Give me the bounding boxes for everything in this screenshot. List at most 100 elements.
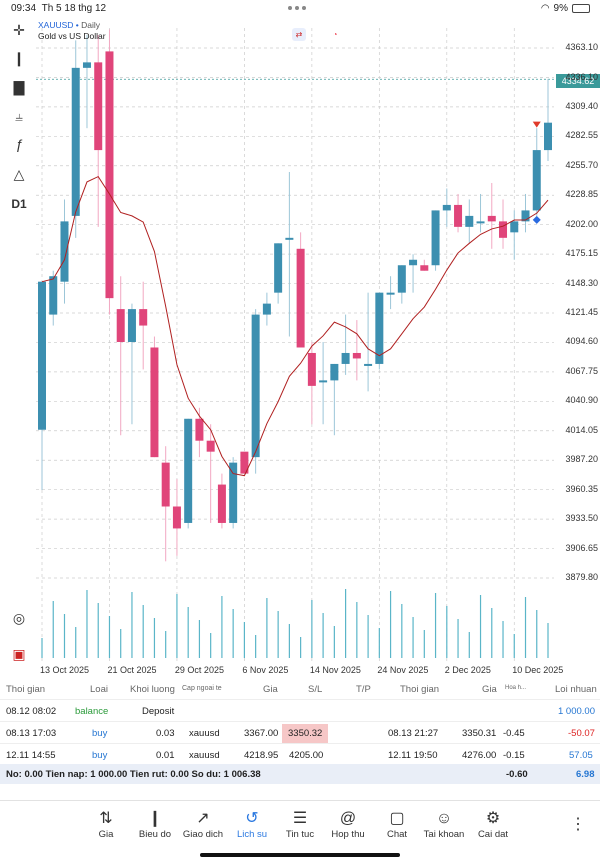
bars-settings-icon[interactable]: ⫨ — [15, 108, 23, 124]
news-icon: ☰ — [292, 810, 308, 827]
candle-body — [82, 62, 91, 68]
history-table: Thoi gian Loai Khoi luong Cap ngoai te G… — [0, 678, 600, 766]
candle-body — [251, 314, 260, 458]
timeframe-label[interactable]: D1 — [11, 197, 27, 211]
candle-body — [544, 122, 552, 151]
table-row[interactable]: 12.11 14:55 buy 0.01 xauusd 4218.95 4205… — [0, 744, 600, 766]
price-tick: 3933.50 — [565, 513, 598, 524]
candle-body — [172, 506, 181, 529]
tab-settings[interactable]: ⚙ Cai dat — [463, 809, 523, 840]
one-click-trading-icon[interactable]: ◔ — [332, 30, 338, 39]
candle-body — [397, 265, 406, 293]
status-time: 09:34 Th 5 18 thg 12 — [11, 3, 107, 14]
col-price: Gia — [263, 684, 278, 695]
candle-body — [409, 259, 418, 266]
chat-icon: ▢ — [389, 810, 405, 827]
date-tick: 24 Nov 2025 — [377, 665, 429, 675]
candle-body — [262, 303, 271, 315]
candle-body — [195, 418, 204, 441]
objects-icon[interactable]: △ — [13, 166, 25, 182]
tab-chart[interactable]: ❙ Bieu do — [125, 809, 185, 840]
candle-body — [150, 347, 159, 458]
candle-body — [296, 248, 305, 348]
current-price-label: 4334.62 — [556, 74, 600, 88]
sl-highlight: 3350.32 — [282, 724, 329, 743]
crosshair-icon[interactable]: ✛ — [13, 22, 25, 38]
trade-buy-icon[interactable]: ⇄ — [292, 28, 306, 41]
candle-body — [307, 352, 316, 386]
symbol-name: XAUUSD — [38, 20, 74, 30]
candle-body — [319, 380, 328, 383]
price-tick: 4228.85 — [565, 189, 598, 200]
status-right: ◠ 9% — [541, 3, 590, 14]
date-tick: 6 Nov 2025 — [242, 665, 289, 675]
col-sl: S/L — [308, 684, 323, 695]
candle-body — [206, 440, 215, 452]
indicators-icon[interactable]: ▇ — [13, 79, 25, 95]
price-tick: 4014.05 — [565, 424, 598, 435]
tab-account[interactable]: ☺ Tai khoan — [414, 809, 474, 840]
date-tick: 2 Dec 2025 — [444, 665, 491, 675]
candle-body — [116, 309, 125, 343]
price-tick: 3879.80 — [565, 572, 598, 582]
candle-body — [442, 204, 451, 211]
date-tick: 10 Dec 2025 — [512, 665, 564, 675]
tab-mail[interactable]: @ Hop thu — [318, 809, 378, 840]
price-tick: 4309.40 — [565, 100, 598, 111]
col-profit: Loi nhuan — [555, 684, 597, 695]
symbol-timeframe: Daily — [81, 20, 101, 30]
candle-body — [217, 484, 226, 523]
price-tick: 4067.75 — [565, 365, 598, 376]
candles-icon[interactable]: ❙ — [13, 50, 25, 66]
table-row[interactable]: 08.13 17:03 buy 0.03 xauusd 3367.00 3350… — [0, 722, 600, 744]
tab-trade[interactable]: ↗ Giao dich — [173, 809, 233, 840]
symbol-info: XAUUSD • Daily Gold vs US Dollar — [38, 20, 106, 41]
price-tick: 4175.15 — [565, 248, 598, 259]
candle-body — [60, 221, 69, 282]
col-price-close: Gia — [482, 684, 497, 695]
trade-panel-icon[interactable]: ▣ — [12, 646, 26, 662]
history-icon: ↺ — [245, 810, 259, 827]
col-time-close: Thoi gian — [400, 684, 440, 695]
candle-body — [476, 221, 485, 224]
bottom-tab-bar: ⇅ Gia ❙ Bieu do ↗ Giao dich ↺ Lich su ☰ Tin t… — [0, 800, 600, 850]
col-tp: T/P — [356, 684, 371, 695]
candle-body — [38, 281, 46, 430]
candle-body — [127, 309, 136, 343]
symbol-description: Gold vs US Dollar — [38, 31, 106, 41]
date-tick: 13 Oct 2025 — [40, 665, 90, 675]
candle-body — [161, 462, 170, 507]
battery-percent: 9% — [553, 3, 568, 14]
chart-canvas[interactable] — [0, 18, 600, 680]
candle-body — [521, 210, 530, 222]
candle-body — [375, 292, 384, 364]
function-icon[interactable]: ƒ — [15, 136, 23, 152]
tab-news[interactable]: ☰ Tin tuc — [270, 809, 330, 840]
candle-body — [330, 363, 339, 381]
home-indicator — [200, 853, 400, 857]
table-row[interactable]: 08.12 08:02 balance Deposit 1 000.00 — [0, 700, 600, 722]
tab-price[interactable]: ⇅ Gia — [76, 809, 136, 840]
tab-history[interactable]: ↺ Lich su — [222, 809, 282, 840]
price-chart[interactable] — [0, 18, 600, 680]
candle-body — [499, 221, 508, 238]
price-icon: ⇅ — [99, 810, 113, 827]
candle-body — [454, 204, 463, 227]
candle-body — [510, 221, 519, 233]
candle-body — [465, 215, 474, 227]
candle-body — [532, 150, 541, 211]
candle-body — [274, 243, 283, 293]
col-type: Loai — [90, 684, 108, 695]
col-commission: Hoa h... — [505, 685, 527, 691]
candle-body — [420, 265, 429, 271]
date-tick: 21 Oct 2025 — [107, 665, 157, 675]
tab-chat[interactable]: ▢ Chat — [367, 809, 427, 840]
price-tick: 4363.10 — [565, 42, 598, 52]
date-tick: 29 Oct 2025 — [174, 665, 224, 675]
multitask-dots[interactable] — [288, 6, 306, 10]
more-icon[interactable]: ⋮ — [570, 816, 586, 833]
moving-average-line — [41, 175, 549, 477]
status-bar: 09:34 Th 5 18 thg 12 ◠ 9% — [0, 0, 600, 18]
wifi-icon: ◠ — [540, 3, 550, 14]
trend-icon[interactable]: ◎ — [12, 610, 26, 626]
